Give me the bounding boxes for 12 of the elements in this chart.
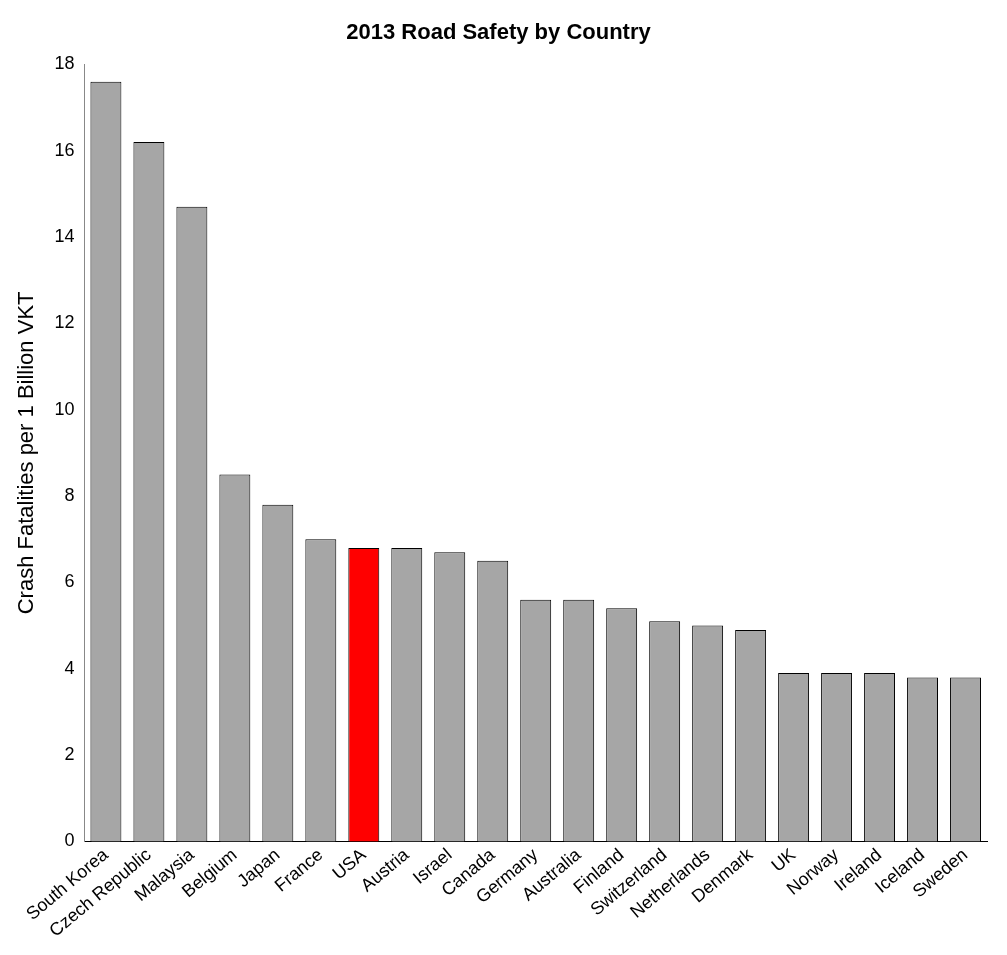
y-tick-label: 8 [64,485,75,506]
y-tick-label: 10 [54,398,75,419]
y-tick-label: 4 [64,657,75,678]
y-tick-label: 18 [54,53,75,74]
y-tick-label: 6 [64,571,75,592]
y-axis-title: Crash Fatalities per 1 Billion VKT [13,291,39,615]
y-tick-label: 2 [64,744,75,765]
chart-title: 2013 Road Safety by Country [346,19,652,45]
y-tick-label: 0 [64,830,75,851]
y-tick-label: 16 [54,139,75,160]
y-tick-label: 12 [54,312,75,333]
y-tick-label: 14 [54,226,75,247]
